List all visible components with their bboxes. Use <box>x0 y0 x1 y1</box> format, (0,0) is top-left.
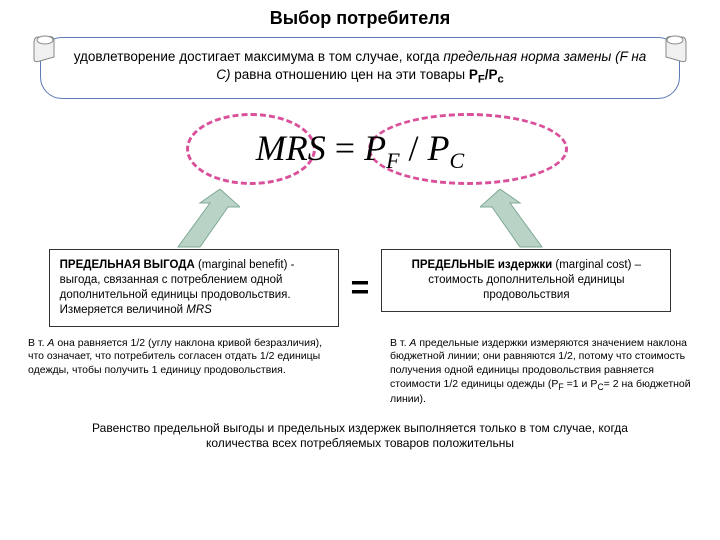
footer-text: Равенство предельной выгоды и предельных… <box>0 407 720 452</box>
formula-pf: P <box>364 128 386 168</box>
scroll-curl-right-icon <box>662 33 688 63</box>
scroll-part1: удовлетворение достигает максимума в том… <box>74 49 444 64</box>
formula-c-sub: C <box>450 148 465 173</box>
arrow-left-icon <box>170 189 240 249</box>
below-columns: В т. A она равняется 1/2 (углу наклона к… <box>0 327 720 407</box>
formula-f-sub: F <box>386 148 399 173</box>
scroll-text: удовлетворение достигает максимума в том… <box>40 37 680 99</box>
formula: MRS = PF / PC <box>120 127 600 174</box>
columns: ПРЕДЕЛЬНАЯ ВЫГОДА (marginal benefit) - в… <box>0 249 720 327</box>
formula-mrs: MRS <box>256 128 326 168</box>
formula-area: MRS = PF / PC <box>120 111 600 191</box>
scroll-banner: удовлетворение достигает максимума в том… <box>40 37 680 99</box>
left-box-mrs: MRS <box>186 304 212 316</box>
scroll-part2: равна отношению цен на эти товары <box>231 67 469 82</box>
scroll-curl-left-icon <box>32 33 58 63</box>
equals-sign: = <box>349 269 372 306</box>
page-title: Выбор потребителя <box>0 0 720 33</box>
formula-eq: = <box>326 128 364 168</box>
right-below-text: В т. A предельные издержки измеряются зн… <box>390 337 692 407</box>
arrow-right-icon <box>480 189 550 249</box>
right-box: ПРЕДЕЛЬНЫЕ издержки (marginal cost) – ст… <box>381 249 671 312</box>
formula-slash: / <box>400 128 428 168</box>
left-box: ПРЕДЕЛЬНАЯ ВЫГОДА (marginal benefit) - в… <box>49 249 339 327</box>
right-box-bold: ПРЕДЕЛЬНЫЕ издержки <box>412 259 553 271</box>
formula-pc: P <box>428 128 450 168</box>
left-below-text: В т. A она равняется 1/2 (углу наклона к… <box>28 337 330 407</box>
scroll-ratio: PF/Pc <box>469 67 504 82</box>
arrows-row <box>0 197 720 249</box>
left-box-bold: ПРЕДЕЛЬНАЯ ВЫГОДА <box>60 259 195 271</box>
